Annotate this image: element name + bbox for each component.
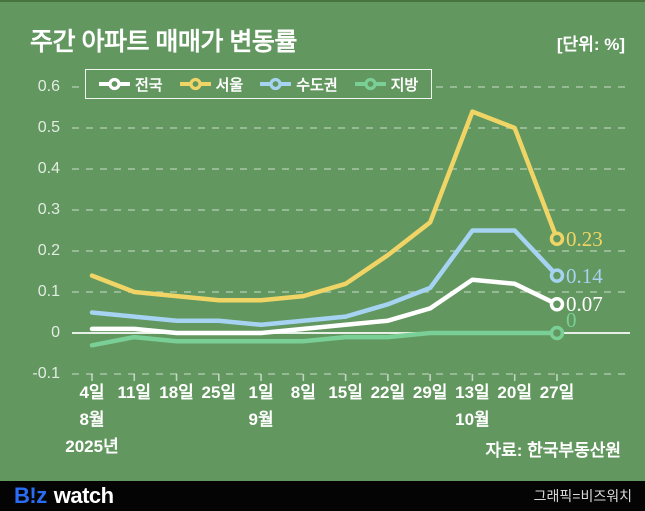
source-label: 자료: 한국부동산원 <box>485 441 621 460</box>
legend-label: 수도권 <box>296 76 338 94</box>
x-axis-label: 22일 <box>370 383 406 402</box>
y-axis-label: 0.6 <box>37 78 60 95</box>
x-axis-label: 20일 <box>497 383 532 402</box>
month-label: 10월 <box>455 410 490 429</box>
logo-watch-text: watch <box>53 483 114 508</box>
bizwatch-logo: B!z watch <box>14 483 114 509</box>
x-axis-label: 27일 <box>539 383 575 402</box>
y-axis-label: 0.2 <box>37 242 60 259</box>
chart-legend: 전국 서울 수도권 지방 <box>85 69 433 99</box>
year-label: 2025년 <box>65 437 119 456</box>
series-end-label-jibang: 0 <box>566 308 577 332</box>
legend-item-seoul: 서울 <box>179 74 244 95</box>
unit-label: [단위: %] <box>556 35 625 54</box>
y-axis-label: 0.3 <box>37 201 60 218</box>
legend-label: 전국 <box>135 76 163 94</box>
series-line-seoul <box>89 109 560 303</box>
y-axis-label: 0.1 <box>37 283 60 300</box>
series-end-label-jeonguk: 0.07 <box>566 292 603 317</box>
legend-label: 지방 <box>390 76 419 94</box>
page-title: 주간 아파트 매매가 변동률 <box>30 28 297 56</box>
series-end-marker-seoul <box>549 231 565 246</box>
x-axis-label: 11일 <box>117 383 152 402</box>
month-label: 9월 <box>248 410 274 429</box>
series-end-marker-jibang <box>549 325 565 341</box>
y-axis-label: 0.5 <box>37 119 60 136</box>
legend-label: 서울 <box>215 76 244 94</box>
legend-item-jibang: 지방 <box>354 74 419 95</box>
y-axis-label: -0.1 <box>32 365 60 382</box>
legend-marker-icon <box>260 77 292 91</box>
legend-item-jeonguk: 전국 <box>99 74 163 95</box>
x-axis-label: 13일 <box>455 383 490 402</box>
month-label: 8월 <box>79 410 105 429</box>
series-line-sudogwon <box>89 228 560 328</box>
legend-marker-icon <box>354 77 386 91</box>
top-edge-divider <box>0 0 645 2</box>
series-end-marker-sudogwon <box>549 268 565 283</box>
series-end-label-seoul: 0.23 <box>566 226 603 251</box>
x-axis-label: 25일 <box>201 383 237 402</box>
series-line-jibang <box>89 330 560 348</box>
footer-bar: B!z watch 그래픽=비즈워치 <box>0 481 645 511</box>
x-axis-label: 8일 <box>290 383 316 402</box>
x-axis-label: 18일 <box>159 383 194 402</box>
x-axis-label: 29일 <box>412 383 448 402</box>
y-axis-label: 0 <box>51 324 60 341</box>
logo-biz-text: B!z <box>14 483 47 508</box>
series-end-marker-jeonguk <box>549 297 565 312</box>
legend-item-sudogwon: 수도권 <box>260 74 338 95</box>
legend-marker-icon <box>99 77 130 91</box>
series-line-jeonguk <box>89 277 560 336</box>
graphic-credit: 그래픽=비즈워치 <box>533 488 632 504</box>
line-chart <box>72 86 630 381</box>
series-end-label-sudogwon: 0.14 <box>566 263 603 288</box>
x-axis-label: 1일 <box>248 383 274 402</box>
y-axis-label: 0.4 <box>37 160 60 177</box>
legend-marker-icon <box>179 77 211 91</box>
x-axis-label: 15일 <box>328 383 363 402</box>
x-axis-label: 4일 <box>79 383 105 402</box>
